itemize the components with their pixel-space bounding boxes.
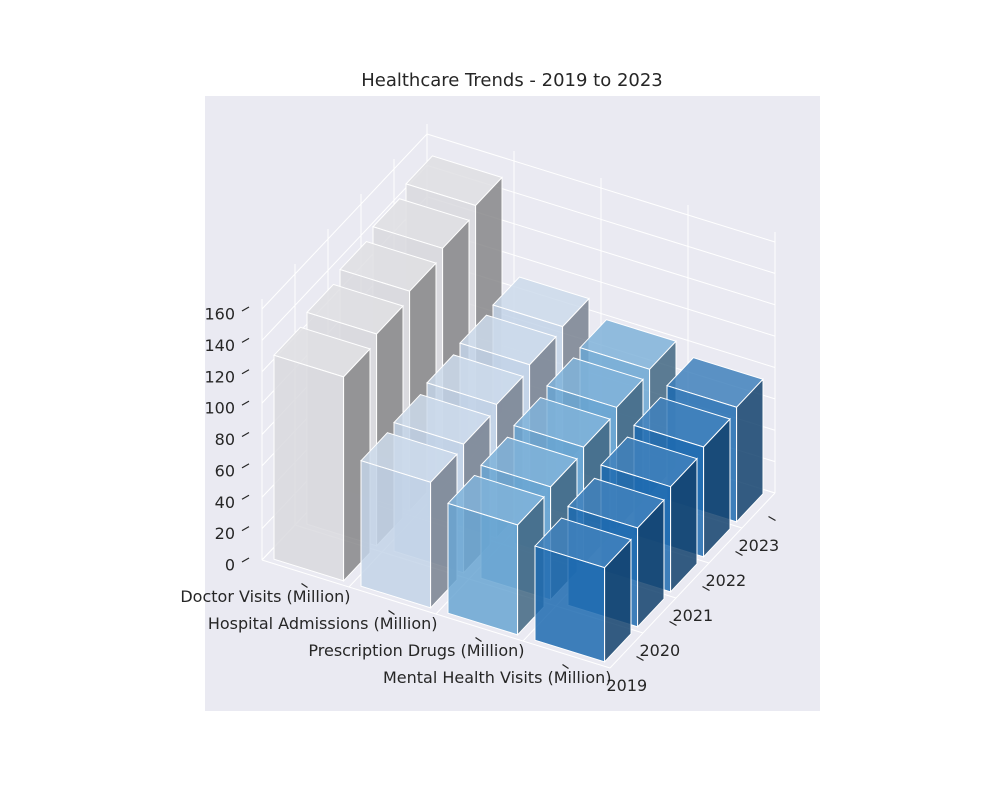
bar-face	[670, 457, 698, 594]
y-tick	[702, 585, 710, 592]
x-tick-label: Prescription Drugs (Million)	[308, 641, 524, 660]
z-tick	[241, 463, 250, 469]
grid-line	[609, 492, 776, 669]
z-tick	[241, 526, 250, 532]
grid-line	[261, 165, 428, 341]
z-tick-label: 40	[215, 493, 235, 512]
z-tick-label: 60	[215, 461, 235, 480]
bar-face	[360, 460, 432, 609]
x-tick-label: Doctor Visits (Million)	[180, 587, 350, 606]
z-tick-label: 80	[215, 430, 235, 449]
bar-face	[273, 354, 345, 582]
z-tick-label: 120	[204, 367, 235, 386]
x-tick	[301, 583, 308, 588]
z-tick-label: 20	[215, 524, 235, 543]
bar	[447, 474, 545, 637]
bar-face	[703, 417, 731, 559]
bar-face	[604, 538, 632, 664]
z-tick-label: 160	[204, 305, 235, 324]
z-tick	[241, 337, 250, 343]
y-tick	[636, 655, 644, 662]
y-tick-label: 2023	[739, 536, 780, 555]
chart-title: Healthcare Trends - 2019 to 2023	[361, 70, 663, 91]
y-tick-label: 2021	[673, 606, 714, 625]
bar-face	[736, 378, 764, 524]
grid-line	[261, 559, 611, 669]
x-tick-label: Mental Health Visits (Million)	[383, 668, 612, 687]
y-tick	[735, 550, 743, 557]
bar-face	[447, 502, 519, 636]
y-tick-label: 2020	[640, 641, 681, 660]
z-tick	[241, 400, 250, 406]
x-tick	[562, 664, 569, 669]
y-tick-label: 2022	[706, 571, 747, 590]
bar-face	[637, 498, 665, 629]
bar	[360, 432, 458, 610]
x-tick	[475, 637, 482, 642]
z-tick	[241, 431, 250, 438]
y-tick	[669, 620, 677, 627]
grid-line	[426, 133, 776, 243]
z-tick	[241, 306, 250, 312]
z-tick-label: 0	[225, 556, 235, 575]
x-tick-label: Hospital Admissions (Million)	[208, 614, 438, 633]
y-tick	[768, 515, 776, 522]
bar	[273, 326, 371, 583]
z-tick	[241, 494, 250, 500]
z-tick-label: 140	[204, 336, 235, 355]
x-tick	[388, 610, 395, 615]
z-tick	[241, 369, 250, 375]
z-tick	[241, 557, 250, 563]
bar	[534, 517, 632, 664]
grid-line	[261, 133, 428, 310]
y-tick-label: 2019	[607, 676, 648, 695]
z-tick-label: 100	[204, 399, 235, 418]
